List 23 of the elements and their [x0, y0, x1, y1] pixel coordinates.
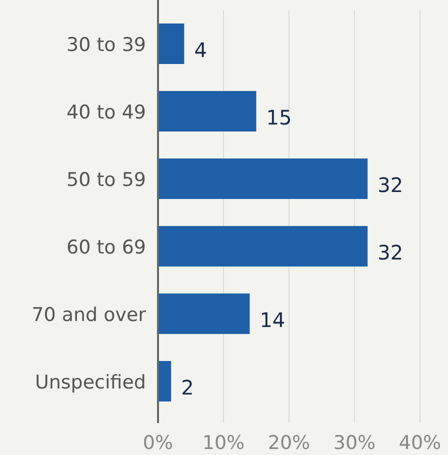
y-tick-label: 30 to 39: [66, 34, 146, 56]
bar: [158, 91, 256, 132]
data-label: 15: [266, 105, 292, 130]
x-tick-label: 10%: [202, 432, 245, 454]
data-label: 32: [378, 172, 404, 197]
y-tick-label: 60 to 69: [66, 236, 146, 258]
y-tick-label: 50 to 59: [66, 168, 146, 191]
data-label: 2: [181, 375, 194, 400]
y-tick-label: 40 to 49: [66, 101, 146, 124]
bar: [158, 226, 368, 266]
y-tick-label: 70 and over: [32, 304, 146, 326]
x-tick-label: 40%: [398, 432, 442, 454]
data-label: 32: [378, 240, 404, 264]
bar: [158, 158, 368, 199]
data-label: 14: [260, 308, 286, 332]
bar: [158, 361, 172, 402]
x-tick-label: 0%: [142, 432, 174, 454]
x-tick-label: 30%: [333, 432, 376, 454]
x-tick-label: 20%: [268, 432, 310, 454]
data-label: 4: [194, 38, 207, 62]
bar: [158, 294, 250, 334]
bar: [158, 24, 184, 64]
y-tick-label: Unspecified: [34, 371, 146, 394]
